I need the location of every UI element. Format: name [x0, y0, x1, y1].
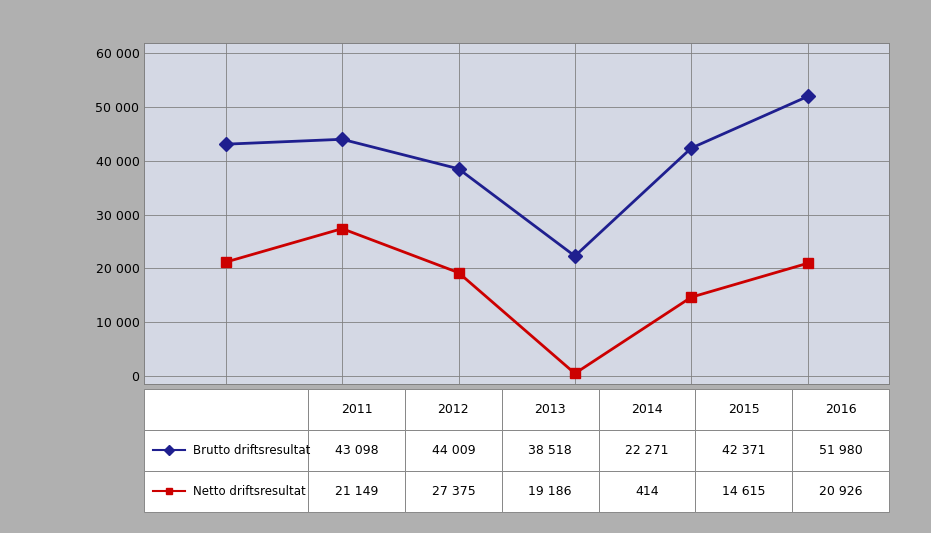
Bar [308, 389, 405, 430]
Text: 2013: 2013 [534, 403, 566, 416]
Text: 2016: 2016 [825, 403, 857, 416]
Text: 27 375: 27 375 [432, 484, 475, 498]
Text: Brutto driftsresultat: Brutto driftsresultat [193, 444, 310, 457]
Bar [695, 471, 792, 512]
Text: 2012: 2012 [438, 403, 469, 416]
Bar [792, 389, 889, 430]
Text: 19 186: 19 186 [529, 484, 572, 498]
Bar [144, 471, 308, 512]
Bar [308, 430, 405, 471]
Bar [502, 430, 599, 471]
Bar [599, 389, 695, 430]
Text: 21 149: 21 149 [335, 484, 378, 498]
Bar [695, 430, 792, 471]
Bar [405, 389, 502, 430]
Bar [599, 471, 695, 512]
Text: 2011: 2011 [341, 403, 372, 416]
Text: 42 371: 42 371 [722, 444, 765, 457]
Bar [695, 389, 792, 430]
Text: 22 271: 22 271 [626, 444, 668, 457]
Bar [308, 471, 405, 512]
Text: 44 009: 44 009 [432, 444, 475, 457]
Text: 20 926: 20 926 [819, 484, 862, 498]
Text: 2014: 2014 [631, 403, 663, 416]
Text: 51 980: 51 980 [819, 444, 862, 457]
Text: 43 098: 43 098 [335, 444, 378, 457]
Text: 2015: 2015 [728, 403, 760, 416]
Bar [144, 389, 308, 430]
Text: 14 615: 14 615 [722, 484, 765, 498]
Bar [405, 430, 502, 471]
Bar [144, 430, 308, 471]
Bar [502, 389, 599, 430]
Bar [792, 430, 889, 471]
Bar [502, 471, 599, 512]
Bar [405, 471, 502, 512]
Text: 38 518: 38 518 [529, 444, 572, 457]
Text: Netto driftsresultat: Netto driftsresultat [193, 484, 305, 498]
Bar [792, 471, 889, 512]
Text: 414: 414 [635, 484, 659, 498]
Bar [599, 430, 695, 471]
